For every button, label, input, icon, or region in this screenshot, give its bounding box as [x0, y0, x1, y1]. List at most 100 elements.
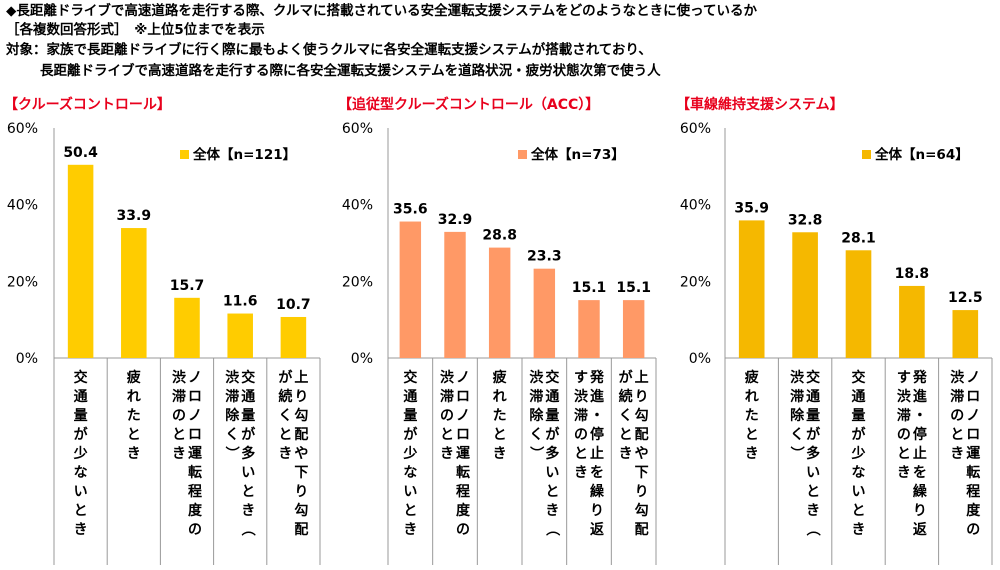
category-label-char: 運 — [188, 446, 203, 462]
category-label-char: 返 — [913, 521, 927, 538]
category-label-char: た — [127, 408, 141, 424]
category-label-char: 繰 — [590, 483, 605, 500]
category-label-char: 多 — [545, 445, 559, 462]
panel-title-acc: 【追従型クルーズコントロール（ACC）】 — [338, 97, 600, 113]
category-label-char: 渋 — [529, 369, 543, 386]
category-label-char: の — [456, 522, 470, 538]
category-label-char: 多 — [806, 445, 820, 462]
category-label-char: き — [950, 446, 964, 462]
y-tick-label: 60% — [680, 121, 711, 137]
category-label-char: 渋 — [790, 369, 804, 386]
category-label-char: 度 — [456, 502, 471, 519]
category-label-char: の — [950, 408, 964, 424]
y-tick-label: 0% — [351, 351, 373, 367]
category-label-char: り — [590, 503, 604, 519]
category-label-char: い — [241, 465, 255, 481]
bar — [444, 231, 466, 358]
category-label-char: や — [635, 446, 649, 462]
category-label-char: ） — [223, 446, 239, 460]
legend-label: 全体【n=64】 — [874, 146, 969, 163]
category-label-char: り — [635, 389, 649, 405]
category-label-char: 量 — [545, 408, 559, 424]
category-label-char: 配 — [635, 522, 649, 538]
category-label-char: い — [545, 465, 559, 481]
data-label: 12.5 — [948, 290, 983, 306]
data-label: 15.1 — [616, 280, 651, 296]
legend-swatch — [180, 150, 189, 159]
category-label-char: 滞 — [790, 388, 804, 405]
category-label-char: と — [950, 427, 964, 443]
heading-format: ［各複数回答形式］ ※上位5位までを表示 — [6, 22, 265, 38]
category-label-char: 疲 — [493, 369, 507, 386]
category-label-char: き — [545, 503, 559, 519]
bar — [67, 164, 94, 358]
category-label-char: 止 — [913, 445, 927, 462]
category-label-char: が — [852, 426, 867, 443]
bar — [738, 220, 765, 358]
category-label-char: き — [172, 446, 186, 462]
category-label-char: 進 — [590, 389, 604, 405]
category-label-char: 疲 — [127, 369, 141, 386]
legend-swatch — [518, 150, 527, 159]
category-label-char: き — [574, 465, 588, 481]
heading-target-line2: 長距離ドライブで高速道路を走行する際に各安全運転支援システムを道路状況・疲労状態… — [40, 63, 661, 79]
category-label-char: く — [278, 408, 292, 424]
y-tick-label: 20% — [680, 274, 711, 290]
category-label-char: 交 — [403, 369, 417, 386]
category-label-char: く — [790, 427, 804, 443]
data-label: 35.9 — [734, 200, 769, 216]
category-label-char: ノ — [966, 408, 980, 424]
heading-target-line1: 対象：家族で長距離ドライブに行く際に最もよく使うクルマに各安全運転支援システムが… — [6, 42, 652, 58]
category-label-char: れ — [127, 389, 141, 405]
category-label-char: （ — [239, 522, 255, 536]
category-label-char: 運 — [966, 446, 981, 462]
category-label-char: 度 — [966, 502, 981, 519]
category-label-char: ・ — [913, 408, 927, 424]
category-label-char: と — [127, 427, 141, 443]
data-label: 50.4 — [63, 145, 98, 161]
category-label-char: の — [574, 427, 588, 443]
category-label-char: と — [403, 503, 417, 519]
category-label-char: 運 — [456, 446, 471, 462]
category-label-char: れ — [493, 389, 507, 405]
category-label-char: 滞 — [897, 407, 911, 424]
bar — [622, 300, 645, 358]
category-label-char: 下 — [635, 465, 649, 481]
category-label-char: 配 — [294, 522, 308, 538]
category-label-char: の — [440, 408, 454, 424]
category-label-char: き — [897, 465, 911, 481]
category-label-char: 渋 — [172, 369, 186, 386]
category-label-char: り — [294, 484, 308, 500]
category-label-char: と — [745, 427, 759, 443]
y-tick-label: 20% — [342, 274, 373, 290]
category-label-char: （ — [804, 522, 820, 536]
category-label-char: 返 — [590, 521, 604, 538]
category-label-char: き — [278, 446, 292, 462]
category-label-char: が — [619, 369, 634, 386]
category-label-char: 進 — [913, 389, 927, 405]
legend-label: 全体【n=73】 — [530, 146, 625, 163]
category-label-char: 交 — [74, 369, 88, 386]
category-label-char: 度 — [188, 502, 203, 519]
category-label-char: 量 — [403, 408, 417, 424]
category-label-char: 渋 — [440, 369, 454, 386]
category-label-char: り — [635, 484, 649, 500]
bar — [952, 310, 979, 358]
category-label-char: 続 — [278, 388, 292, 405]
data-label: 23.3 — [527, 249, 562, 265]
category-label-char: ・ — [590, 408, 604, 424]
category-label-char: き — [241, 503, 255, 519]
category-label-char: 滞 — [950, 388, 964, 405]
category-label-char: い — [852, 484, 866, 500]
data-label: 15.7 — [170, 278, 205, 294]
category-label-char: 渋 — [897, 388, 911, 405]
category-label-char: く — [529, 427, 543, 443]
data-label: 33.9 — [117, 208, 152, 224]
category-label-char: な — [74, 465, 88, 481]
data-label: 11.6 — [223, 294, 258, 310]
legend-swatch — [862, 150, 871, 159]
category-label-char: 除 — [225, 407, 240, 424]
category-label-char: の — [966, 522, 980, 538]
category-label-char: と — [440, 427, 454, 443]
category-label-char: 滞 — [225, 388, 239, 405]
